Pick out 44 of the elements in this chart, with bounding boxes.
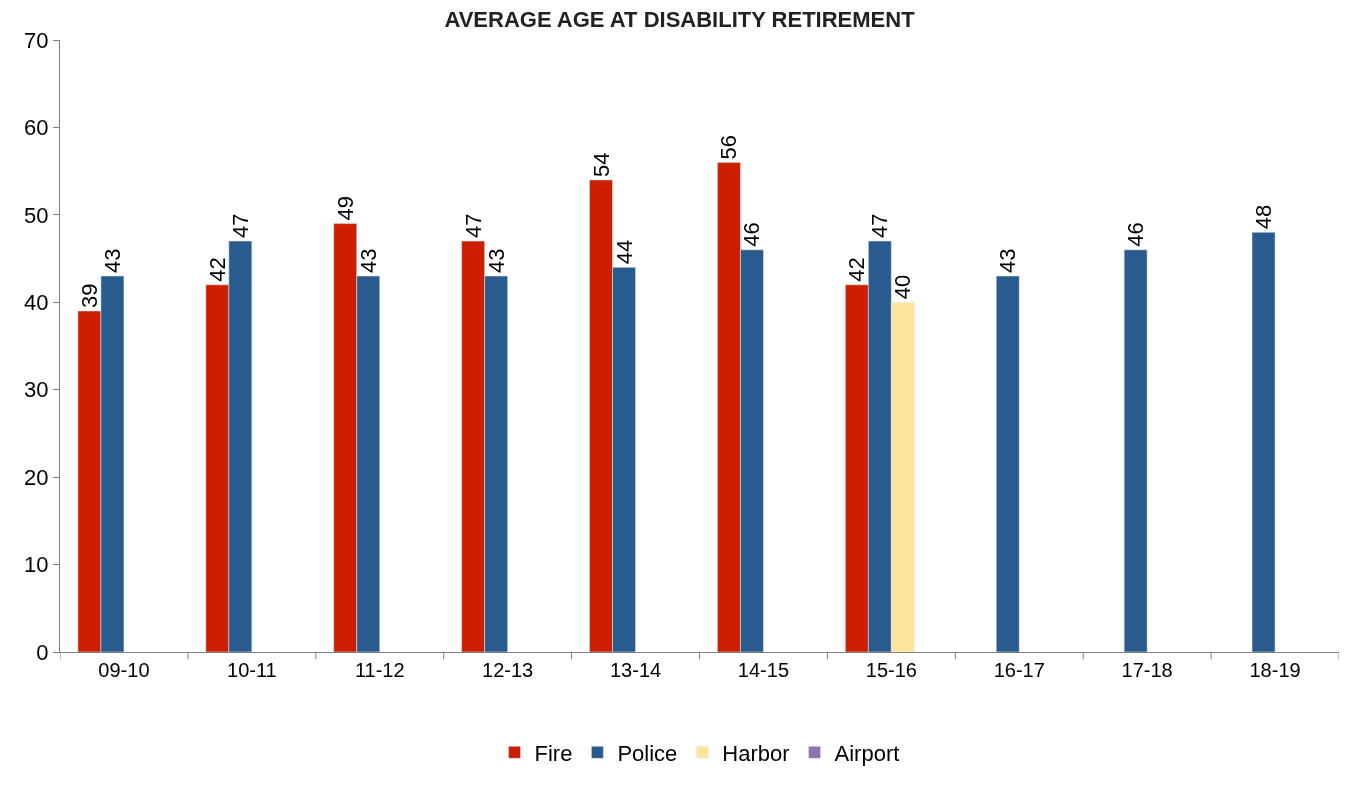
y-tick-label: 50 [24,202,49,228]
data-label: 44 [611,239,637,265]
legend-label: Police [617,740,678,766]
data-label: 48 [1251,204,1277,230]
x-tick-label: 16-17 [993,659,1045,681]
y-tick-label: 40 [24,289,49,315]
data-label: 47 [227,213,253,239]
y-tick-label: 70 [24,27,49,53]
x-tick-label: 15-16 [865,659,917,681]
x-tick-label: 13-14 [609,659,662,681]
data-label: 49 [332,196,358,221]
data-label: 46 [1123,222,1149,247]
data-label: 43 [995,248,1021,274]
y-tick-label: 30 [24,377,49,403]
x-tick-label: 10-11 [227,659,277,681]
data-label: 54 [588,152,614,177]
chart-title: AVERAGE AGE AT DISABILITY RETIREMENT [444,7,916,33]
y-tick-label: 20 [24,464,49,490]
x-tick-label: 09-10 [98,659,150,681]
data-label: 40 [890,274,916,300]
data-label: 47 [460,213,486,239]
data-label: 42 [844,257,870,282]
data-label: 43 [355,248,381,274]
bar [1251,232,1276,652]
x-tick-label: 17-18 [1121,659,1173,681]
data-label: 56 [716,134,742,160]
x-tick-label: 14-15 [737,659,790,681]
y-tick-label: 0 [36,639,49,665]
data-label: 43 [483,248,509,274]
data-label: 43 [99,248,125,274]
x-tick-label: 11-12 [354,659,405,681]
legend-label: Harbor [722,740,790,766]
x-tick-label: 18-19 [1249,659,1301,681]
data-label: 42 [204,257,230,282]
bar [1123,249,1148,652]
legend-label: Fire [534,740,573,766]
data-label: 46 [739,222,765,247]
legend-label: Airport [834,740,900,766]
bar [995,275,1020,652]
y-tick-label: 60 [24,115,49,141]
data-label: 47 [867,213,893,239]
y-tick-label: 10 [24,552,49,578]
x-tick-label: 12-13 [482,659,534,681]
data-label: 39 [76,283,102,309]
